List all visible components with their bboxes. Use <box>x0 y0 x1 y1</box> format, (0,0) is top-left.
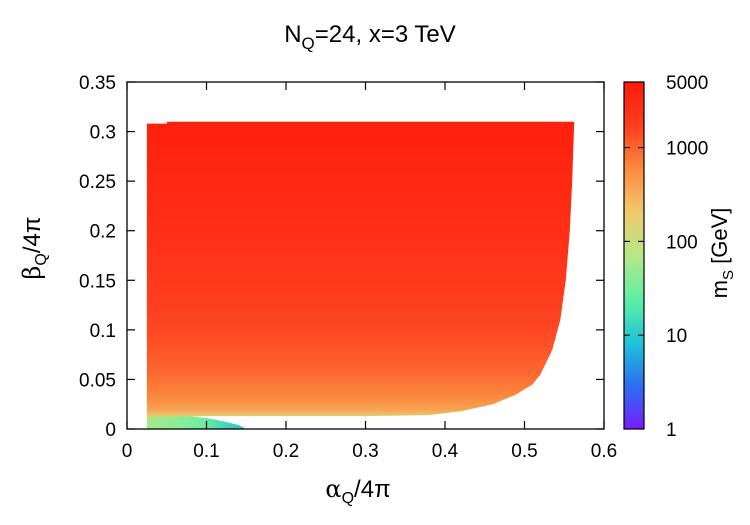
y-tick-label: 0.1 <box>90 321 116 342</box>
y-tick-label: 0.15 <box>79 271 116 292</box>
heatmap-main-area <box>146 121 575 429</box>
y-axis-ticks: 0 0.05 0.1 0.15 0.2 0.25 0.3 0.35 <box>79 73 604 441</box>
x-axis-label-greek: α <box>325 475 341 503</box>
chart-title-sub: Q <box>302 34 315 53</box>
x-tick-label: 0 <box>122 441 133 462</box>
y-tick-label: 0 <box>105 420 116 441</box>
y-tick-label: 0.05 <box>79 370 116 391</box>
colorbar-tick-label: 100 <box>666 232 698 253</box>
colorbar <box>623 81 645 430</box>
colorbar-label-rest: [GeV] <box>707 208 732 270</box>
colorbar-label-base: m <box>707 280 732 298</box>
x-tick-label: 0.3 <box>352 441 378 462</box>
chart-title-rest: =24, x=3 TeV <box>315 21 456 48</box>
y-tick-label: 0.3 <box>90 123 116 144</box>
x-tick-label: 0.4 <box>432 441 459 462</box>
x-axis-label: αQ/4π <box>325 475 390 507</box>
x-tick-label: 0.6 <box>591 441 617 462</box>
x-tick-label: 0.2 <box>273 441 299 462</box>
x-tick-label: 0.5 <box>511 441 537 462</box>
y-tick-label: 0.35 <box>79 73 116 94</box>
chart-title-base: N <box>284 21 301 48</box>
colorbar-ticks: 1 10 100 1000 5000 <box>624 73 708 441</box>
colorbar-tick-label: 1 <box>666 420 677 441</box>
y-axis-label-rest: /4π <box>19 217 46 254</box>
colorbar-label-sub: S <box>720 270 737 280</box>
colorbar-tick-label: 1000 <box>666 139 708 160</box>
heatmap-region <box>146 121 575 429</box>
y-tick-label: 0.2 <box>90 222 116 243</box>
x-axis-label-rest: /4π <box>354 476 391 503</box>
colorbar-tick-label: 10 <box>666 326 687 347</box>
x-axis-ticks: 0 0.1 0.2 0.3 0.4 0.5 0.6 <box>122 82 617 462</box>
x-tick-label: 0.1 <box>193 441 219 462</box>
y-axis-label-greek: β <box>18 266 46 280</box>
y-axis-label-sub: Q <box>33 253 50 265</box>
colorbar-label: mS [GeV] <box>707 208 737 299</box>
x-axis-label-sub: Q <box>342 490 354 507</box>
y-axis-label: βQ/4π <box>18 217 50 280</box>
heatmap-low-mass-strip <box>146 416 247 429</box>
chart-title: NQ=24, x=3 TeV <box>284 21 456 53</box>
y-tick-label: 0.25 <box>79 172 116 193</box>
colorbar-tick-label: 5000 <box>666 73 708 94</box>
